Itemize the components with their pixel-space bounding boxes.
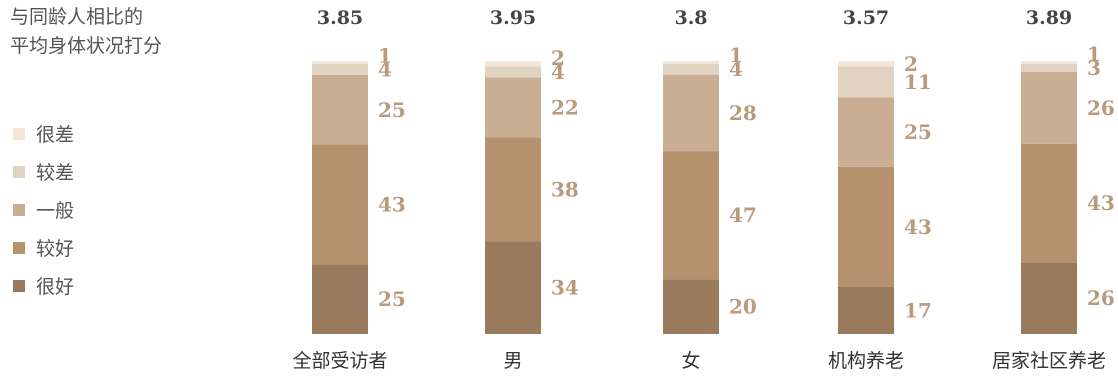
bar-segment-5-5 [1021, 61, 1077, 64]
segment-value-3-4: 4 [729, 57, 743, 81]
bar-segment-2-2 [485, 137, 541, 242]
segment-value-3-3: 28 [729, 101, 757, 125]
bar-segment-1-3 [312, 74, 368, 145]
segment-value-1-5: 1 [378, 43, 392, 67]
bar-segment-5-4 [1021, 63, 1077, 73]
score-label-4: 3.57 [843, 7, 889, 29]
score-label-1: 3.85 [317, 7, 363, 29]
segment-value-4-2: 43 [904, 215, 932, 239]
bar-segment-1-2 [312, 144, 368, 265]
category-label-4: 机构养老 [828, 350, 904, 372]
legend-label-4: 较好 [36, 238, 74, 260]
legend-swatch-4 [13, 242, 25, 254]
bar-segment-3-2 [663, 151, 719, 280]
bars [312, 61, 1077, 334]
category-labels: 全部受访者 男 女 机构养老 居家社区养老 [292, 350, 1106, 372]
segment-value-2-4: 4 [551, 60, 565, 84]
segment-value-2-1: 34 [551, 276, 579, 300]
score-label-5: 3.89 [1026, 7, 1072, 29]
segment-value-5-3: 26 [1087, 96, 1115, 120]
segment-value-2-3: 22 [551, 95, 579, 119]
segment-value-5-5: 1 [1087, 42, 1101, 66]
bar-segment-4-4 [838, 66, 894, 98]
bar-segment-3-1 [663, 279, 719, 334]
segment-value-5-4: 3 [1087, 56, 1101, 80]
segment-value-4-1: 17 [904, 298, 932, 322]
segment-value-5-2: 43 [1087, 191, 1115, 215]
legend-label-2: 较差 [36, 162, 74, 184]
bar-segment-1-1 [312, 264, 368, 334]
segment-value-1-1: 25 [378, 287, 406, 311]
category-label-2: 男 [503, 350, 522, 372]
segment-value-4-4: 11 [904, 70, 932, 94]
legend-label-3: 一般 [36, 200, 74, 222]
legend-swatch-2 [13, 166, 25, 178]
bar-segment-4-1 [838, 286, 894, 334]
bar-segment-1-4 [312, 63, 368, 75]
chart-title: 与同龄人相比的 平均身体状况打分 [10, 6, 162, 57]
bar-segment-2-5 [485, 61, 541, 67]
bar-segment-4-5 [838, 61, 894, 67]
segment-value-3-2: 47 [729, 203, 757, 227]
category-label-1: 全部受访者 [292, 350, 387, 372]
bar-segment-3-5 [663, 61, 719, 64]
bar-segment-5-2 [1021, 143, 1077, 263]
bar-segment-2-4 [485, 66, 541, 78]
chart-title-line-1: 与同龄人相比的 [10, 6, 143, 28]
legend-label-5: 很好 [36, 276, 74, 298]
segment-value-4-3: 25 [904, 120, 932, 144]
segment-value-1-2: 43 [378, 193, 406, 217]
bar-segment-2-1 [485, 241, 541, 334]
category-label-3: 女 [681, 350, 700, 372]
segment-value-4-5: 2 [904, 52, 918, 76]
segment-value-1-3: 25 [378, 98, 406, 122]
chart-title-line-2: 平均身体状况打分 [10, 35, 162, 57]
bar-segment-4-3 [838, 97, 894, 167]
legend-swatch-3 [13, 204, 25, 216]
segment-value-3-1: 20 [729, 295, 757, 319]
bar-segment-4-2 [838, 166, 894, 287]
bar-segment-5-3 [1021, 72, 1077, 144]
bar-segment-3-3 [663, 74, 719, 152]
legend-swatch-5 [13, 280, 25, 292]
bar-segment-3-4 [663, 63, 719, 75]
bar-segment-1-5 [312, 61, 368, 64]
category-label-5: 居家社区养老 [992, 350, 1106, 372]
legend-swatch-1 [13, 128, 25, 140]
segment-value-3-5: 1 [729, 43, 743, 67]
segment-value-2-2: 38 [551, 177, 579, 201]
segment-value-2-5: 2 [551, 46, 565, 70]
legend-label-1: 很差 [36, 124, 74, 146]
segment-labels: 2543254134382242204728411743251122643263… [378, 42, 1115, 322]
score-label-3: 3.8 [674, 7, 707, 29]
bar-segment-2-3 [485, 77, 541, 138]
score-label-2: 3.95 [490, 7, 536, 29]
bar-segment-5-1 [1021, 262, 1077, 334]
segment-value-5-1: 26 [1087, 286, 1115, 310]
segment-value-1-4: 4 [378, 57, 392, 81]
score-labels: 3.85 3.95 3.8 3.57 3.89 [317, 7, 1072, 29]
